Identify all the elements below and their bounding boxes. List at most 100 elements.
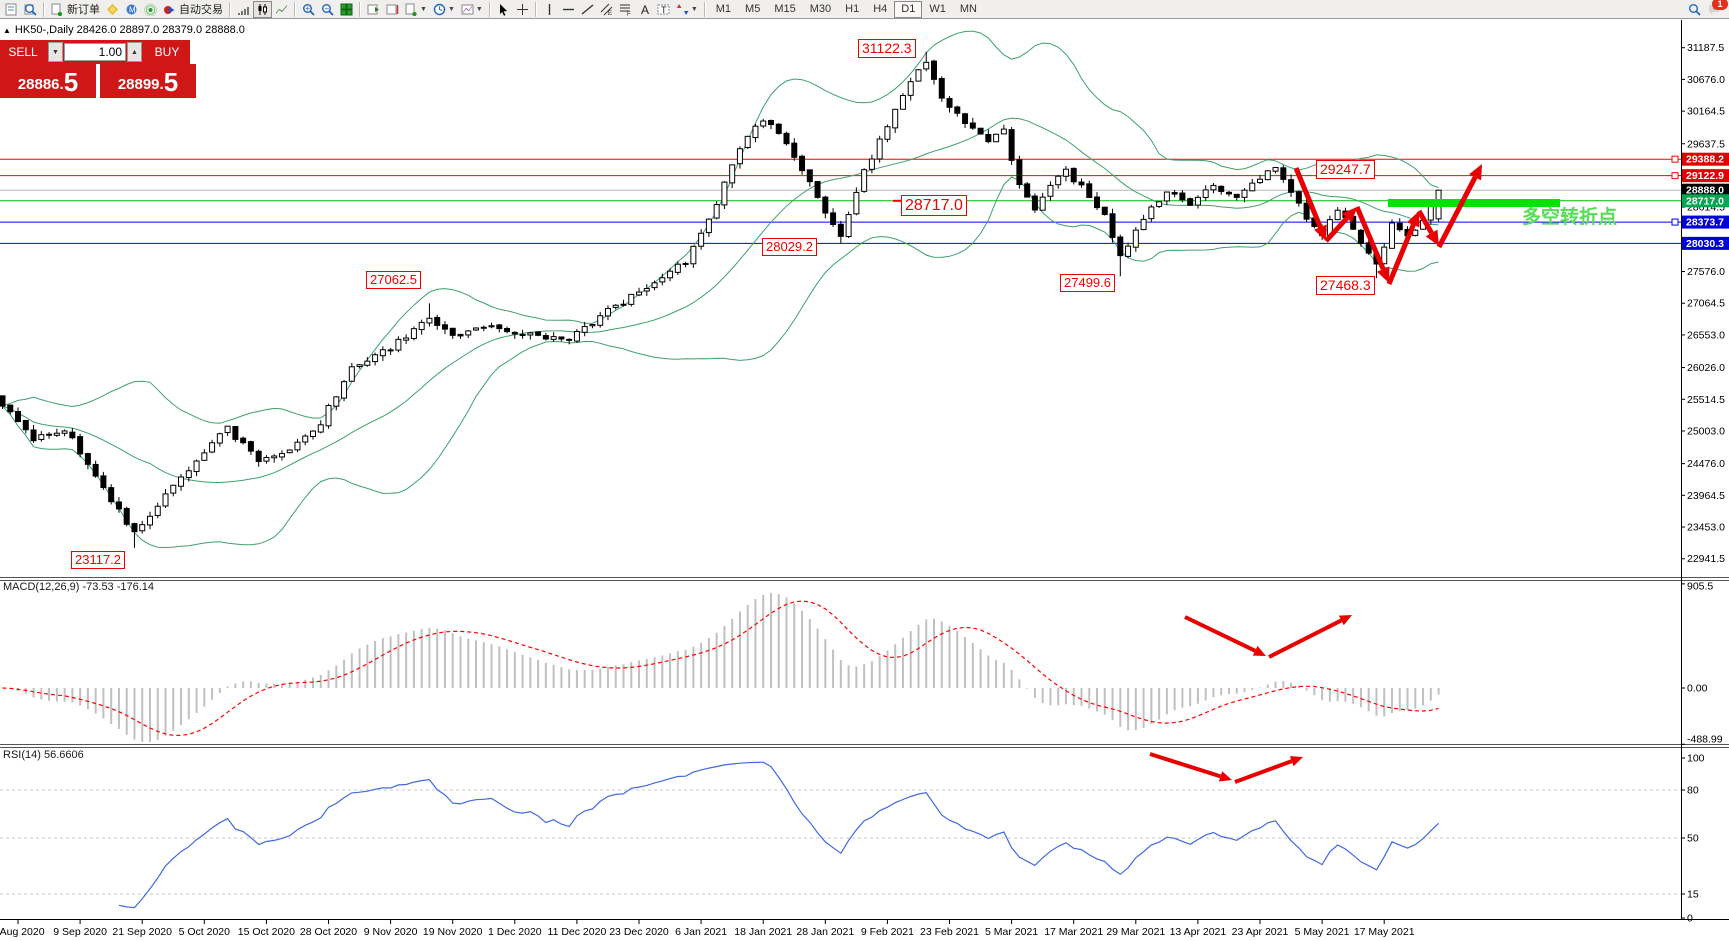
svg-text:30676.0: 30676.0 xyxy=(1687,74,1725,86)
new-order-icon xyxy=(51,3,64,16)
chart-profiles-icon[interactable] xyxy=(21,1,40,18)
sell-price[interactable]: 28886. 5 xyxy=(0,64,96,98)
svg-text:E: E xyxy=(608,11,612,16)
price-annotation[interactable]: 23117.2 xyxy=(71,551,126,569)
chart-shift-icon[interactable] xyxy=(383,1,402,18)
buy-button[interactable]: BUY xyxy=(144,40,190,64)
vertical-line-icon[interactable] xyxy=(540,1,559,18)
timeframe-button-m30[interactable]: M30 xyxy=(809,3,832,15)
zoom-out-icon[interactable]: − xyxy=(318,1,337,18)
svg-text:9 Feb 2021: 9 Feb 2021 xyxy=(861,926,914,938)
toolbar: 新订单 M 自动交易 + − ▼ ▼ ▼ E F A T ▼ xyxy=(0,0,1729,19)
svg-text:25514.5: 25514.5 xyxy=(1687,394,1725,406)
timeframe-button-m15[interactable]: M15 xyxy=(774,3,796,15)
horizontal-line-icon[interactable] xyxy=(559,1,578,18)
timeframe-button-w1[interactable]: W1 xyxy=(929,3,946,15)
sell-button[interactable]: SELL xyxy=(0,40,46,64)
candlestick-chart-icon[interactable] xyxy=(253,0,272,18)
templates-icon[interactable]: ▼ xyxy=(458,1,486,18)
bar-chart-icon[interactable] xyxy=(234,1,253,18)
new-order-button[interactable]: 新订单 xyxy=(48,1,103,18)
side-note-text[interactable]: 多空转折点 xyxy=(1522,207,1618,228)
svg-text:29637.5: 29637.5 xyxy=(1687,138,1725,150)
toolbar-separator xyxy=(534,1,537,17)
svg-text:19 Nov 2020: 19 Nov 2020 xyxy=(423,926,483,938)
add-indicator-icon[interactable]: ▼ xyxy=(402,1,430,18)
periods-clock-icon[interactable]: ▼ xyxy=(430,1,458,18)
price-annotation[interactable]: 27468.3 xyxy=(1316,276,1375,295)
collapse-triangle-icon[interactable]: ▲ xyxy=(3,25,11,35)
text-tool-icon[interactable]: A xyxy=(635,1,654,18)
timeframe-button-m1[interactable]: M1 xyxy=(715,3,732,15)
svg-text:5 Mar 2021: 5 Mar 2021 xyxy=(985,926,1038,938)
svg-text:9 Nov 2020: 9 Nov 2020 xyxy=(364,926,418,938)
toolbar-separator xyxy=(703,1,706,17)
crosshair-icon[interactable] xyxy=(513,1,532,18)
price-annotation[interactable]: 29247.7 xyxy=(1316,160,1375,179)
community-icon[interactable]: M xyxy=(122,1,141,18)
chevron-down-icon: ▼ xyxy=(420,5,427,13)
signals-icon[interactable] xyxy=(141,1,160,18)
metaeditor-icon[interactable] xyxy=(103,1,122,18)
timeframe-button-h4[interactable]: H4 xyxy=(873,3,888,15)
toolbar-separator xyxy=(229,1,231,17)
cursor-icon[interactable] xyxy=(494,1,513,18)
svg-text:50: 50 xyxy=(1687,833,1699,845)
svg-text:5 May 2021: 5 May 2021 xyxy=(1295,926,1350,938)
svg-text:15 Oct 2020: 15 Oct 2020 xyxy=(238,926,295,938)
svg-text:−: − xyxy=(324,4,329,13)
new-order-label: 新订单 xyxy=(67,4,100,16)
price-annotation[interactable]: 28717.0 xyxy=(901,195,967,216)
timeframe-button-h1[interactable]: H1 xyxy=(845,3,860,15)
svg-text:11 Dec 2020: 11 Dec 2020 xyxy=(548,926,607,938)
price-annotation[interactable]: 27062.5 xyxy=(366,271,421,289)
svg-text:25003.0: 25003.0 xyxy=(1687,425,1725,437)
arrows-tool-icon[interactable]: ▼ xyxy=(673,1,701,18)
svg-text:8 Aug 2020: 8 Aug 2020 xyxy=(0,926,45,938)
svg-text:17 May 2021: 17 May 2021 xyxy=(1354,926,1415,938)
trendline-icon[interactable] xyxy=(578,1,597,18)
price-annotation[interactable]: 31122.3 xyxy=(858,39,916,58)
search-icon[interactable] xyxy=(1685,1,1704,18)
svg-text:-488.99: -488.99 xyxy=(1687,734,1723,746)
svg-text:28373.7: 28373.7 xyxy=(1686,217,1724,229)
toolbar-separator xyxy=(43,1,45,17)
fibonacci-icon[interactable]: F xyxy=(616,1,635,18)
svg-text:21 Sep 2020: 21 Sep 2020 xyxy=(112,926,172,938)
new-chart-icon[interactable] xyxy=(2,1,21,18)
svg-text:F: F xyxy=(627,11,631,16)
svg-text:1 Dec 2020: 1 Dec 2020 xyxy=(488,926,542,938)
buy-price[interactable]: 28899. 5 xyxy=(100,64,196,98)
svg-text:+: + xyxy=(305,4,310,13)
svg-text:28717.0: 28717.0 xyxy=(1686,195,1724,207)
symbol-info: ▲ HK50-,Daily 28426.0 28897.0 28379.0 28… xyxy=(3,24,245,36)
auto-scroll-icon[interactable] xyxy=(364,1,383,18)
toolbar-separator xyxy=(488,1,491,17)
svg-text:29388.2: 29388.2 xyxy=(1686,154,1724,166)
svg-text:31187.5: 31187.5 xyxy=(1687,42,1724,54)
text-label-icon[interactable]: T xyxy=(654,1,673,18)
svg-text:29 Mar 2021: 29 Mar 2021 xyxy=(1106,926,1165,938)
price-annotation[interactable]: 28029.2 xyxy=(762,238,817,256)
notifications-icon[interactable]: 1 xyxy=(1704,0,1728,18)
sell-price-pip: 5 xyxy=(63,67,79,97)
timeframe-button-mn[interactable]: MN xyxy=(959,3,977,15)
equidistant-channel-icon[interactable]: E xyxy=(597,1,616,18)
autotrading-button[interactable]: 自动交易 xyxy=(160,1,226,18)
timeframe-group: M1 M5 M15 M30 H1 H4 D1 W1 MN xyxy=(709,0,984,18)
tile-windows-icon[interactable] xyxy=(337,1,356,18)
svg-text:0.00: 0.00 xyxy=(1687,683,1708,695)
svg-text:28888.0: 28888.0 xyxy=(1686,185,1724,197)
svg-text:23 Feb 2021: 23 Feb 2021 xyxy=(920,926,979,938)
zoom-in-icon[interactable]: + xyxy=(299,1,318,18)
svg-text:5 Oct 2020: 5 Oct 2020 xyxy=(179,926,231,938)
volume-down-button[interactable]: ▼ xyxy=(48,42,63,62)
volume-up-button[interactable]: ▲ xyxy=(127,42,142,62)
volume-input[interactable] xyxy=(64,43,126,61)
timeframe-button-m5[interactable]: M5 xyxy=(745,3,761,15)
price-annotation[interactable]: 27499.6 xyxy=(1060,274,1115,292)
toolbar-separator xyxy=(294,1,296,17)
line-chart-icon[interactable] xyxy=(272,1,291,18)
buy-price-main: 28899. xyxy=(117,76,164,93)
timeframe-button-d1[interactable]: D1 xyxy=(894,0,923,18)
